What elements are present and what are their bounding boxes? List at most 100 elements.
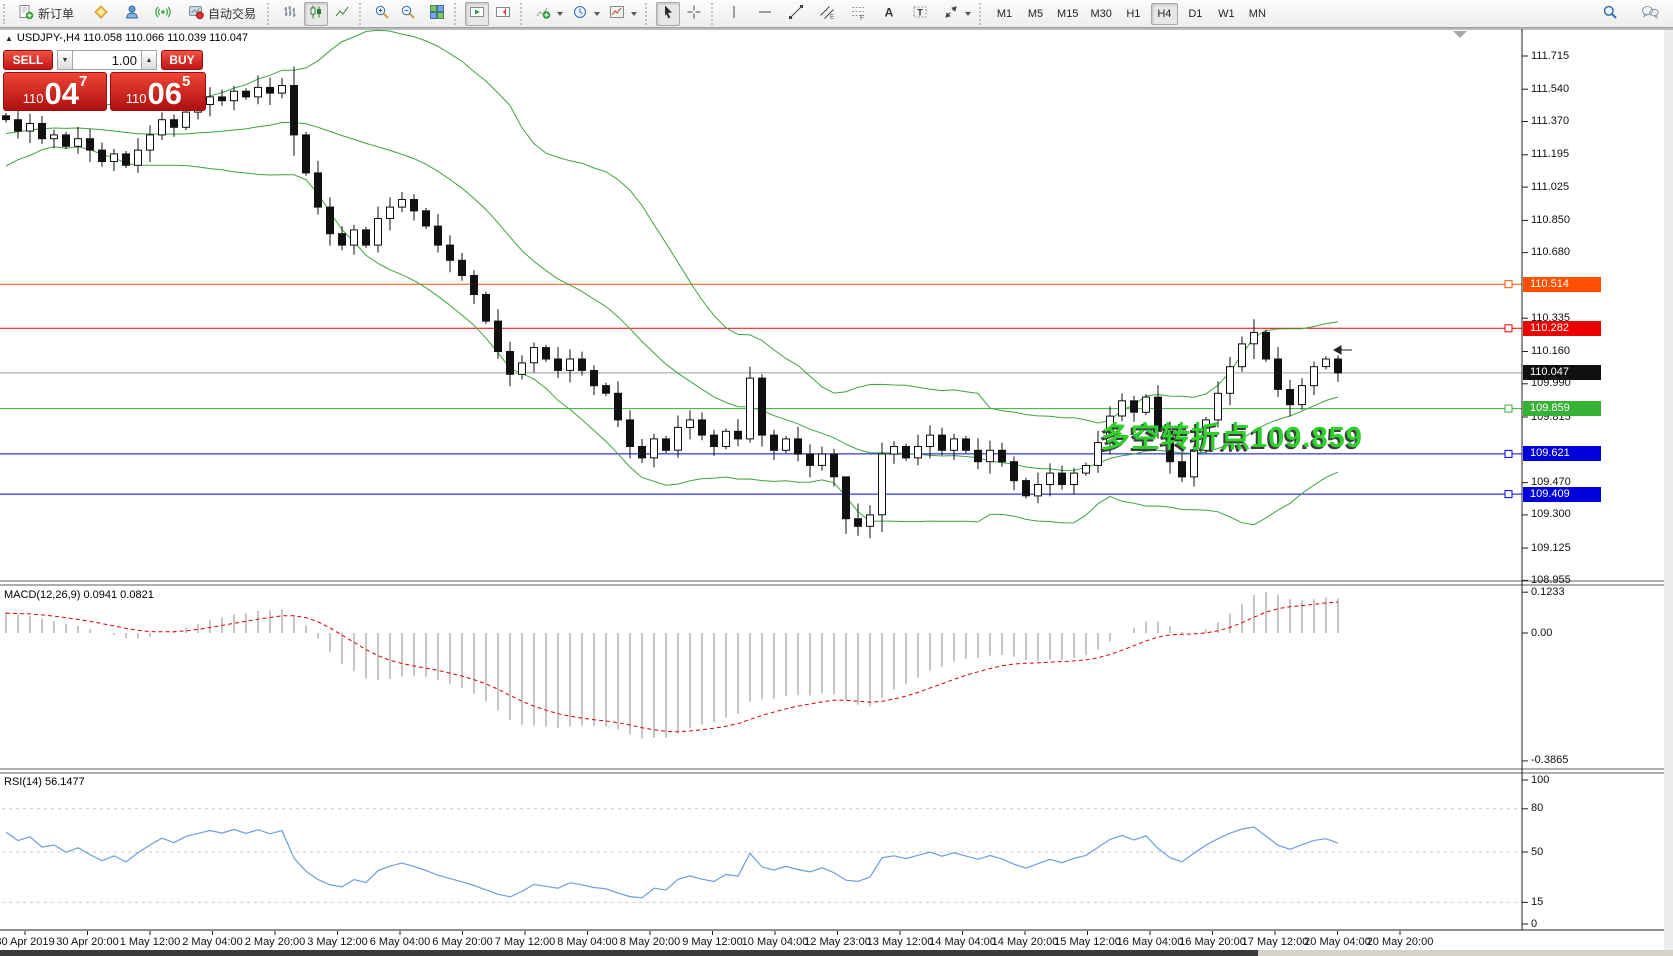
periods-dropdown[interactable] <box>594 11 601 16</box>
time-axis-label: 1 May 12:00 <box>119 936 181 948</box>
buy-button[interactable]: BUY <box>161 50 203 70</box>
candle <box>1046 472 1054 486</box>
candle <box>890 446 898 455</box>
signals-button[interactable] <box>151 2 175 26</box>
candles <box>2 85 1342 527</box>
timeframe-button-M30[interactable]: M30 <box>1090 7 1112 20</box>
collapse-panel-icon[interactable]: ▲ <box>5 34 13 43</box>
time-axis-label: 14 May 20:00 <box>991 936 1059 948</box>
arrows-dropdown[interactable] <box>965 11 972 16</box>
candle <box>1022 480 1030 497</box>
time-axis-label: 30 Apr 20:00 <box>56 936 119 948</box>
rsi-line <box>5 826 1339 899</box>
sell-price-pip: 7 <box>78 73 88 90</box>
candle <box>1010 461 1018 482</box>
candle <box>74 138 82 147</box>
scroll-to-end-marker[interactable] <box>1453 31 1467 38</box>
rsi-axis-label: 0 <box>1531 917 1538 930</box>
crosshair-icon <box>686 4 702 23</box>
zoom-out-icon <box>400 4 416 23</box>
cursor-button[interactable] <box>656 1 681 26</box>
chart-symbol-header[interactable]: ▲ USDJPY-,H4 110.058 110.066 110.039 110.… <box>5 32 248 44</box>
arrows-button[interactable] <box>939 2 963 26</box>
toolbar-right-group <box>1597 2 1663 26</box>
candle <box>878 453 886 516</box>
new-order-label: 新订单 <box>38 7 75 21</box>
person-icon <box>124 4 140 23</box>
autotrading-icon <box>188 4 204 23</box>
time-axis-label: 8 May 20:00 <box>619 936 681 948</box>
timeframe-button-M5[interactable]: M5 <box>1027 7 1044 20</box>
periods-button[interactable] <box>568 2 592 26</box>
fibonacci-button[interactable]: F <box>846 2 870 26</box>
time-axis-label: 2 May 04:00 <box>182 936 243 948</box>
candle <box>170 119 178 128</box>
chart-shift-button[interactable] <box>491 2 515 26</box>
timeframe-button-M1[interactable]: M1 <box>996 7 1013 20</box>
line-chart-icon <box>334 4 350 23</box>
price-level-tag: 109.621 <box>1523 446 1601 462</box>
candle <box>734 430 742 440</box>
auto-scroll-button[interactable] <box>465 1 490 26</box>
candle <box>710 434 718 448</box>
sell-button[interactable]: SELL <box>3 50 53 70</box>
buy-price-box[interactable]: 110 06 5 <box>110 72 206 111</box>
candle <box>254 86 262 98</box>
line-chart-button[interactable] <box>330 2 354 26</box>
timeframe-button-MN[interactable]: MN <box>1248 7 1266 20</box>
candle <box>758 377 766 436</box>
time-axis-label: 10 May 04:00 <box>741 936 809 948</box>
candle <box>770 434 778 451</box>
level-handle <box>1504 449 1513 458</box>
candlestick-chart-button[interactable] <box>304 1 329 26</box>
gold-nugget-button[interactable] <box>89 2 113 26</box>
candle <box>854 518 862 527</box>
price-level-tag: 110.514 <box>1523 276 1601 292</box>
horizontal-line-button[interactable] <box>753 2 777 26</box>
templates-dropdown[interactable] <box>631 11 638 16</box>
search-button[interactable] <box>1598 2 1622 26</box>
macd-signal-line <box>5 601 1339 733</box>
volume-increase-button[interactable]: ▲ <box>141 50 157 70</box>
zoom-out-button[interactable] <box>396 2 420 26</box>
text-button[interactable]: A <box>877 2 901 26</box>
new-order-button[interactable]: 新订单 <box>12 2 80 26</box>
timeframe-group: M1 M5 M15 M30 H1 H4 D1 W1 MN <box>989 2 1273 25</box>
time-axis-label: 17 May 12:00 <box>1241 936 1309 948</box>
volume-decrease-button[interactable]: ▼ <box>57 50 73 70</box>
timeframe-button-H1[interactable]: H1 <box>1126 7 1141 20</box>
timeframe-button-M15[interactable]: M15 <box>1057 7 1079 20</box>
bar-chart-button[interactable] <box>278 2 302 26</box>
trendline-button[interactable] <box>784 2 808 26</box>
templates-button[interactable] <box>605 2 629 26</box>
chart-annotation-text[interactable]: 多空转折点109.859 <box>1101 422 1363 454</box>
timeframe-button-W1[interactable]: W1 <box>1218 7 1235 20</box>
macd-histogram <box>5 592 1339 739</box>
timeframe-button-D1[interactable]: D1 <box>1188 7 1203 20</box>
autotrading-button[interactable]: 自动交易 <box>182 2 262 26</box>
text-a-icon: A <box>881 4 897 23</box>
crosshair-button[interactable] <box>682 2 706 26</box>
mql5-community-button[interactable] <box>120 2 144 26</box>
timeframe-button-H4[interactable]: H4 <box>1150 2 1178 25</box>
tile-windows-button[interactable] <box>425 2 449 26</box>
candle <box>146 134 154 151</box>
buy-price-big: 06 <box>147 75 182 111</box>
candle <box>1238 343 1246 368</box>
volume-input[interactable] <box>73 50 141 70</box>
indicators-button[interactable] <box>531 2 555 26</box>
vertical-line-button[interactable] <box>722 2 746 26</box>
zoom-in-button[interactable] <box>370 2 394 26</box>
price-axis-label: 110.850 <box>1531 213 1570 226</box>
label-button[interactable]: T <box>908 2 932 26</box>
candle <box>602 385 610 394</box>
signal-icon <box>155 4 171 23</box>
toolbar-separator <box>520 2 526 25</box>
toolbar-grip[interactable] <box>3 3 8 24</box>
indicators-dropdown[interactable] <box>557 11 564 16</box>
chat-button[interactable] <box>1638 2 1662 26</box>
sell-price-box[interactable]: 110 04 7 <box>3 72 107 111</box>
channel-button[interactable]: E <box>815 2 839 26</box>
equidistant-channel-icon: E <box>819 4 835 23</box>
